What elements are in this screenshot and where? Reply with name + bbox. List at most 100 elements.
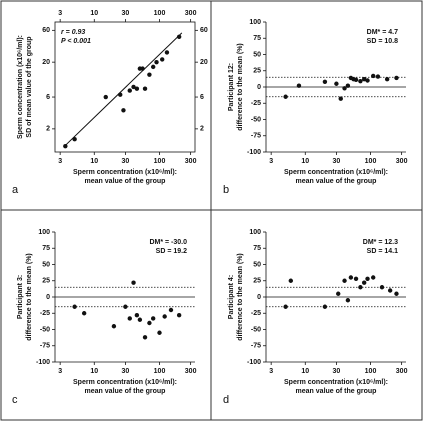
y-axis-label: SD of mean value of the group bbox=[26, 36, 33, 137]
panel-letter: c bbox=[12, 394, 18, 406]
x-tick-label: 3 bbox=[269, 158, 273, 165]
x-tick-label: 100 bbox=[365, 368, 377, 375]
data-point bbox=[358, 285, 363, 290]
data-point bbox=[345, 83, 351, 88]
data-point bbox=[387, 288, 393, 293]
y-tick-label: -100 bbox=[36, 359, 50, 366]
y-axis-label: difference to the mean (%) bbox=[26, 253, 33, 341]
annotation: DM* = -30.0 bbox=[149, 239, 187, 246]
data-point bbox=[154, 59, 159, 65]
y-tick-label: -50 bbox=[251, 326, 261, 333]
data-point bbox=[361, 77, 367, 82]
x-tick-label: 30 bbox=[122, 10, 130, 17]
y-tick-label: -50 bbox=[251, 116, 261, 123]
y-axis-label: difference to the mean (%) bbox=[237, 43, 244, 131]
data-point bbox=[353, 276, 359, 281]
y-tick-label: 20 bbox=[200, 59, 208, 66]
data-point bbox=[394, 291, 399, 296]
panel-letter: b bbox=[223, 184, 229, 196]
annotation: DM* = 12.3 bbox=[363, 239, 398, 246]
y-tick-label: 50 bbox=[253, 51, 261, 58]
x-tick-label: 300 bbox=[396, 158, 408, 165]
data-point bbox=[365, 276, 370, 281]
x-tick-label: 100 bbox=[154, 368, 166, 375]
y-tick-label: -25 bbox=[251, 310, 261, 317]
data-point bbox=[283, 94, 288, 99]
x-axis-label: mean value of the group bbox=[85, 388, 166, 395]
y-axis-label: Participant 4: bbox=[228, 275, 235, 319]
data-point bbox=[111, 324, 117, 329]
data-point bbox=[358, 78, 363, 84]
data-point bbox=[353, 77, 359, 83]
data-point bbox=[345, 298, 351, 303]
y-tick-label: 75 bbox=[42, 245, 50, 252]
x-axis-label: mean value of the group bbox=[85, 178, 166, 185]
data-point bbox=[142, 335, 148, 340]
data-point bbox=[137, 317, 143, 322]
x-axis-label: mean value of the group bbox=[296, 178, 377, 185]
data-point bbox=[150, 316, 156, 321]
data-point bbox=[81, 311, 87, 316]
data-point bbox=[348, 275, 354, 280]
y-axis-label: Participant 12: bbox=[228, 63, 235, 111]
panel-letter: d bbox=[223, 394, 229, 406]
y-tick-label: 25 bbox=[253, 68, 261, 75]
x-axis-label: Sperm concentration (x10⁶/ml): bbox=[73, 379, 177, 386]
x-tick-label: 30 bbox=[333, 368, 341, 375]
y-tick-label: -100 bbox=[247, 359, 261, 366]
y-axis-label: difference to the mean (%) bbox=[237, 253, 244, 341]
data-point bbox=[384, 77, 390, 82]
y-tick-label: 100 bbox=[38, 229, 50, 236]
y-tick-label: 75 bbox=[253, 35, 261, 42]
data-point bbox=[72, 137, 77, 142]
x-tick-label: 3 bbox=[58, 158, 62, 165]
annotation: r = 0.93 bbox=[61, 29, 85, 36]
data-point bbox=[131, 84, 136, 90]
data-point bbox=[127, 88, 132, 93]
data-point bbox=[134, 86, 140, 91]
y-tick-label: -25 bbox=[251, 100, 261, 107]
y-tick-label: 50 bbox=[42, 261, 50, 268]
y-tick-label: 0 bbox=[257, 294, 261, 301]
data-point bbox=[160, 57, 165, 62]
y-tick-label: 2 bbox=[200, 126, 204, 133]
data-point bbox=[394, 75, 399, 81]
data-point bbox=[157, 330, 162, 335]
data-point bbox=[361, 280, 367, 285]
y-tick-label: 20 bbox=[42, 59, 50, 66]
x-tick-label: 10 bbox=[90, 10, 98, 17]
x-tick-label: 300 bbox=[185, 10, 197, 17]
x-tick-label: 10 bbox=[90, 158, 98, 165]
data-point bbox=[322, 79, 328, 85]
data-point bbox=[127, 316, 132, 321]
x-tick-label: 100 bbox=[365, 158, 377, 165]
data-point bbox=[164, 50, 170, 55]
y-tick-label: 25 bbox=[42, 278, 50, 285]
data-point bbox=[147, 320, 152, 326]
data-point bbox=[365, 78, 370, 83]
y-tick-label: 60 bbox=[200, 27, 208, 34]
data-point bbox=[342, 278, 347, 283]
y-tick-label: 0 bbox=[46, 294, 50, 301]
y-tick-label: 6 bbox=[46, 94, 50, 101]
data-point bbox=[63, 143, 68, 149]
data-point bbox=[322, 304, 328, 309]
x-axis-label: Sperm concentration (x10⁶/ml): bbox=[284, 379, 388, 386]
data-point bbox=[338, 96, 343, 101]
y-tick-label: -25 bbox=[40, 310, 50, 317]
y-tick-label: 100 bbox=[249, 229, 261, 236]
x-tick-label: 3 bbox=[58, 368, 62, 375]
x-tick-label: 300 bbox=[396, 368, 408, 375]
data-point bbox=[121, 108, 126, 113]
x-tick-label: 300 bbox=[185, 158, 197, 165]
data-point bbox=[379, 285, 385, 290]
data-point bbox=[103, 94, 108, 100]
annotation: SD = 10.8 bbox=[367, 38, 398, 45]
x-tick-label: 30 bbox=[122, 158, 130, 165]
y-tick-label: -50 bbox=[40, 326, 50, 333]
x-tick-label: 3 bbox=[269, 368, 273, 375]
x-tick-label: 3 bbox=[58, 10, 62, 17]
panel-letter: a bbox=[12, 184, 19, 196]
data-point bbox=[342, 86, 347, 91]
data-point bbox=[371, 73, 376, 79]
